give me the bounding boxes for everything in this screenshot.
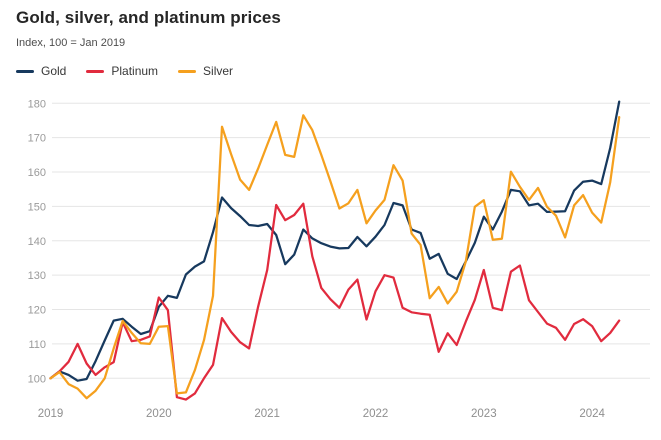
- y-tick-label-140: 140: [28, 236, 46, 248]
- gold-line-swatch: [16, 69, 34, 73]
- chart-subtitle: Index, 100 = Jan 2019: [16, 37, 126, 49]
- platinum-series-line: [49, 202, 621, 401]
- legend-label-gold: Gold: [41, 64, 67, 78]
- y-tick-label-130: 130: [28, 270, 46, 282]
- legend-item-silver[interactable]: Silver: [178, 64, 233, 78]
- y-axis-labels: 100 110 120 130 140 150 160 170 180: [28, 98, 46, 385]
- y-tick-label-160: 160: [28, 167, 46, 179]
- y-tick-label-120: 120: [28, 305, 46, 317]
- x-tick-label-2019: 2019: [38, 408, 64, 420]
- gold-series-line: [49, 100, 621, 382]
- legend-item-platinum[interactable]: Platinum: [86, 64, 158, 78]
- y-tick-label-100: 100: [28, 373, 46, 385]
- x-tick-label-2024: 2024: [579, 408, 605, 420]
- silver-line-swatch: [178, 69, 197, 73]
- silver-series-line: [49, 114, 621, 400]
- legend-label-platinum: Platinum: [111, 64, 159, 78]
- x-tick-label-2023: 2023: [471, 408, 497, 420]
- chart-title: Gold, silver, and platinum prices: [16, 8, 281, 27]
- platinum-line-swatch: [86, 69, 105, 73]
- series-lines: [49, 100, 621, 401]
- x-axis-labels: 2019 2020 2021 2022 2023 2024: [38, 408, 606, 420]
- x-tick-label-2022: 2022: [363, 408, 389, 420]
- legend-item-gold[interactable]: Gold: [16, 64, 66, 78]
- legend-label-silver: Silver: [203, 64, 234, 78]
- y-tick-label-180: 180: [28, 98, 46, 110]
- y-tick-label-110: 110: [28, 339, 46, 351]
- x-tick-label-2020: 2020: [146, 408, 172, 420]
- chart-header: Gold, silver, and platinum prices Index,…: [16, 8, 281, 49]
- x-tick-label-2021: 2021: [254, 408, 280, 420]
- y-tick-label-150: 150: [28, 201, 46, 213]
- y-tick-label-170: 170: [28, 133, 46, 145]
- chart-legend: Gold Platinum Silver: [16, 64, 233, 78]
- y-gridlines: [52, 102, 650, 379]
